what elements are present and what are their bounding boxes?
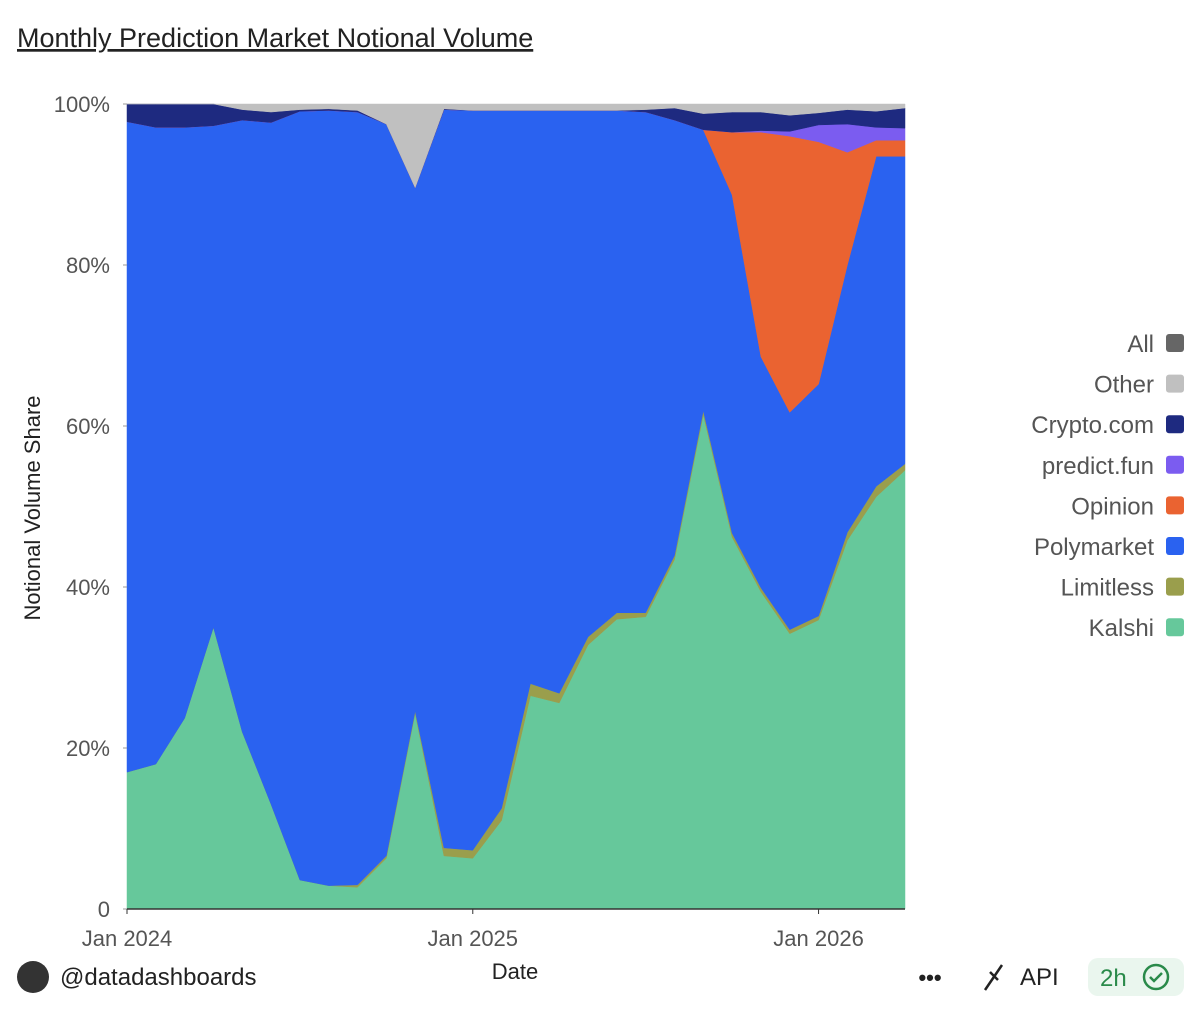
- api-link[interactable]: API: [1020, 964, 1059, 991]
- x-tick-label: Jan 2026: [773, 926, 864, 951]
- legend-label: Polymarket: [1034, 534, 1154, 561]
- y-tick-label: 80%: [66, 253, 110, 278]
- legend-swatch: [1166, 618, 1184, 637]
- check-mark: [1149, 972, 1163, 983]
- y-tick-label: 100%: [54, 92, 110, 117]
- author[interactable]: @datadashboards: [60, 964, 257, 991]
- legend-swatch: [1166, 577, 1184, 596]
- check-icon: [1142, 963, 1170, 991]
- avatar[interactable]: [17, 961, 49, 993]
- legend-swatch: [1166, 455, 1184, 474]
- y-tick-label: 20%: [66, 736, 110, 761]
- legend-label: Other: [1094, 372, 1154, 399]
- y-tick-label: 40%: [66, 575, 110, 600]
- chart-title: Monthly Prediction Market Notional Volum…: [17, 23, 533, 53]
- x-axis-label: Date: [492, 959, 538, 984]
- x-tick-label: Jan 2024: [82, 926, 173, 951]
- legend-label: All: [1127, 331, 1154, 358]
- x-tick-label: Jan 2025: [428, 926, 519, 951]
- legend-label: Crypto.com: [1031, 412, 1154, 439]
- y-tick-label: 60%: [66, 414, 110, 439]
- freshness-badge[interactable]: [1088, 958, 1184, 996]
- y-axis-label: Notional Volume Share: [20, 395, 45, 620]
- y-tick-label: 0: [98, 897, 110, 922]
- legend-swatch: [1166, 334, 1184, 352]
- api-icon[interactable]: [983, 964, 1004, 991]
- legend-swatch: [1166, 496, 1184, 515]
- legend-label: Limitless: [1061, 575, 1154, 602]
- legend-label: predict.fun: [1042, 453, 1154, 480]
- legend-swatch: [1166, 374, 1184, 393]
- freshness: 2h: [1100, 965, 1127, 992]
- menu[interactable]: •••: [918, 965, 941, 990]
- legend-swatch: [1166, 537, 1184, 555]
- area: [127, 103, 906, 189]
- legend-label: Kalshi: [1089, 615, 1154, 642]
- legend-label: Opinion: [1071, 493, 1154, 520]
- legend-swatch: [1166, 415, 1184, 434]
